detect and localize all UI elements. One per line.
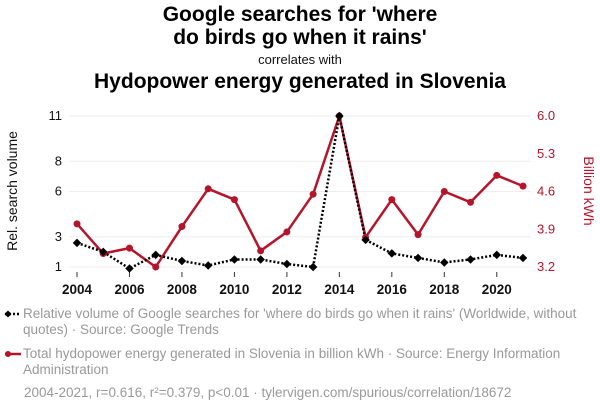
right-tick-label: 3.9 <box>537 221 555 236</box>
hydropower-point <box>440 188 448 195</box>
searches-point <box>361 235 370 245</box>
chart-title-line-1: Google searches for 'where <box>162 3 438 26</box>
x-tick-label: 2020 <box>482 282 512 297</box>
legend-swatch-hydropower <box>5 351 21 357</box>
hydropower-point <box>467 198 475 206</box>
series-markers <box>72 111 528 273</box>
hydropower-point <box>204 185 212 193</box>
left-tick-label: 1 <box>55 259 62 274</box>
right-axis-ticks: 3.2 3.9 4.6 5.3 6.0 <box>537 108 555 274</box>
x-tick-label: 2016 <box>377 282 408 297</box>
hydropower-point <box>230 196 238 204</box>
searches-point <box>230 255 239 264</box>
chart-title-line-2: do birds go when it rains' <box>173 26 427 49</box>
searches-point <box>518 253 528 263</box>
hydropower-point <box>178 223 186 231</box>
x-tick-label: 2014 <box>324 282 355 297</box>
left-tick-label: 6 <box>55 184 62 199</box>
searches-line <box>76 115 524 270</box>
hydropower-point <box>493 171 501 179</box>
x-tick-label: 2004 <box>62 282 93 297</box>
legend-text-hydropower: Total hydopower energy generated in Slov… <box>23 346 561 377</box>
legend-text-searches: Relative volume of Google searches for '… <box>23 306 577 337</box>
hydropower-point <box>519 182 527 190</box>
x-axis-ticks: 2004 2006 2008 2010 2012 2014 2016 2018 2020 <box>62 272 512 297</box>
hydropower-point <box>388 196 396 204</box>
searches-point <box>492 250 502 260</box>
hydropower-point <box>414 231 422 239</box>
searches-point <box>440 258 449 267</box>
searches-point <box>335 111 344 121</box>
hydropower-point <box>152 263 160 271</box>
x-tick-label: 2010 <box>219 282 249 297</box>
x-tick-label: 2018 <box>429 282 460 297</box>
legend-swatch-searches <box>4 310 21 318</box>
searches-point <box>177 256 187 266</box>
left-tick-label: 8 <box>55 153 62 168</box>
legend-item-hydropower: Total hydopower energy generated in Slov… <box>4 346 594 378</box>
searches-point <box>125 264 134 273</box>
searches-point <box>466 255 475 264</box>
left-tick-label: 11 <box>49 108 63 123</box>
x-tick-label: 2008 <box>167 282 198 297</box>
right-axis-label: Billion kWh <box>581 156 597 225</box>
right-tick-label: 3.2 <box>537 259 555 274</box>
hydropower-point <box>73 220 81 228</box>
hydropower-point <box>125 244 133 252</box>
hydropower-point <box>309 190 317 198</box>
legend-item-searches: Relative volume of Google searches for '… <box>4 306 594 338</box>
searches-point <box>203 261 213 270</box>
searches-point <box>282 259 292 269</box>
hydropower-point <box>283 228 291 236</box>
left-axis-ticks: 1 3 6 8 11 <box>49 108 63 274</box>
right-tick-label: 5.3 <box>537 146 555 161</box>
correlates-with-label: correlates with <box>258 52 342 67</box>
searches-point <box>151 250 160 260</box>
hydropower-point <box>257 247 265 255</box>
grid-lines <box>69 115 531 268</box>
x-tick-label: 2006 <box>114 282 145 297</box>
footer-stats: 2004-2021, r=0.616, r²=0.379, p<0.01 · t… <box>24 385 512 400</box>
chart-subtitle: Hydopower energy generated in Slovenia <box>94 70 506 93</box>
series-lines <box>76 114 524 270</box>
searches-point <box>308 262 318 272</box>
right-tick-label: 6.0 <box>537 108 555 123</box>
x-tick-label: 2012 <box>272 282 302 297</box>
left-tick-label: 3 <box>55 229 62 244</box>
searches-point <box>413 253 423 263</box>
left-axis-label: Rel. search volume <box>4 131 20 251</box>
searches-point <box>72 238 82 248</box>
hydropower-line <box>76 114 524 269</box>
searches-point <box>256 255 265 264</box>
right-tick-label: 4.6 <box>537 184 555 199</box>
searches-point <box>387 249 397 258</box>
